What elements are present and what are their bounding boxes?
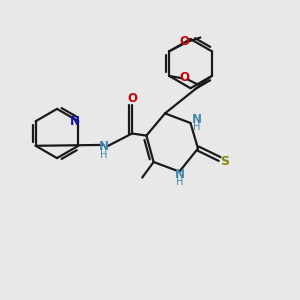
Text: S: S <box>220 155 230 168</box>
Text: H: H <box>176 177 183 187</box>
Text: O: O <box>180 71 190 84</box>
Text: H: H <box>100 150 107 160</box>
Text: N: N <box>192 113 202 126</box>
Text: N: N <box>98 140 109 153</box>
Text: H: H <box>194 122 201 133</box>
Text: O: O <box>180 35 190 48</box>
Text: N: N <box>70 115 80 128</box>
Text: O: O <box>127 92 137 106</box>
Text: N: N <box>174 167 184 181</box>
